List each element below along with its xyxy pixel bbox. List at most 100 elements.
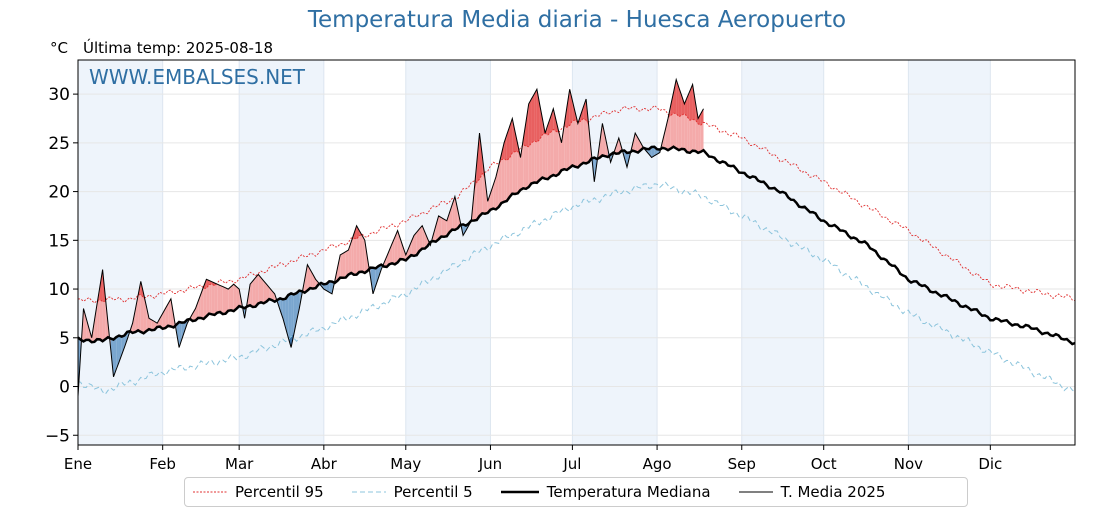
above-p95 <box>673 79 677 114</box>
warm-anomaly <box>495 165 499 210</box>
warm-anomaly <box>230 284 234 312</box>
warm-anomaly <box>222 286 226 315</box>
ytick-label: 5 <box>59 329 70 349</box>
warm-anomaly <box>151 319 155 331</box>
ytick-label: 0 <box>59 378 70 398</box>
current-2025-line <box>77 77 704 397</box>
warm-anomaly <box>170 298 174 328</box>
warm-anomaly <box>304 264 308 293</box>
p95-swatch <box>193 491 227 493</box>
legend-item-current: T. Media 2025 <box>738 483 886 501</box>
xtick-label-Feb: Feb <box>149 455 176 473</box>
legend-current-label: T. Media 2025 <box>780 483 886 501</box>
xtick-label-Jun: Jun <box>478 455 502 473</box>
warm-anomaly <box>236 286 240 309</box>
warm-anomaly <box>211 281 215 315</box>
cold-anomaly <box>651 146 655 158</box>
xtick-label-Ago: Ago <box>643 455 672 473</box>
month-band-Ene <box>78 60 163 445</box>
ytick-label: 10 <box>48 280 70 300</box>
xtick-label-Sep: Sep <box>728 455 756 473</box>
warm-anomaly <box>252 277 256 308</box>
cold-anomaly <box>296 290 300 322</box>
cold-anomaly <box>291 293 294 348</box>
warm-anomaly <box>446 212 450 237</box>
p5-swatch <box>351 491 386 493</box>
warm-anomaly <box>413 232 417 256</box>
warm-anomaly <box>200 286 204 319</box>
xtick-label-Jul: Jul <box>562 455 581 473</box>
above-p95 <box>509 118 513 158</box>
cold-anomaly <box>116 335 119 370</box>
median-line <box>77 145 1076 346</box>
warm-anomaly <box>250 280 253 308</box>
xtick-label-Dic: Dic <box>978 455 1002 473</box>
warm-anomaly <box>146 305 150 332</box>
warm-anomaly <box>520 139 524 190</box>
warm-anomaly <box>435 215 439 242</box>
axes: −5 0 5 10 15 20 25 30 Ene Feb Mar Abr May Jun Jul Ago Se… <box>45 59 1076 473</box>
warm-anomaly <box>86 318 89 340</box>
xtick-label-May: May <box>390 455 421 473</box>
y-unit-label: °C <box>50 39 68 57</box>
xtick-label-Nov: Nov <box>894 455 923 473</box>
warm-anomaly <box>438 215 442 240</box>
warm-anomaly <box>233 284 237 312</box>
warm-anomaly <box>665 118 669 151</box>
cold-anomaly <box>329 281 333 294</box>
warm-anomaly <box>165 303 169 329</box>
warm-anomaly <box>255 274 259 307</box>
chart-title: Temperatura Media diaria - Huesca Aeropu… <box>307 7 847 33</box>
warm-anomaly <box>203 279 207 319</box>
warm-anomaly <box>359 230 363 273</box>
warm-anomaly <box>225 287 229 314</box>
warm-anomaly <box>493 176 496 210</box>
ytick-label: −5 <box>45 426 70 446</box>
above-p95 <box>689 84 693 121</box>
warm-anomaly <box>577 115 581 168</box>
above-p95 <box>99 269 103 302</box>
warm-anomaly <box>192 308 196 321</box>
above-p95 <box>547 116 551 135</box>
warm-anomaly <box>168 298 171 327</box>
above-p95 <box>553 108 557 132</box>
above-p95 <box>206 279 210 289</box>
warm-anomaly <box>261 277 264 304</box>
legend: Percentil 95 Percentil 5 Temperatura Med… <box>184 477 968 507</box>
cold-anomaly <box>375 265 379 286</box>
above-p95 <box>681 95 685 116</box>
warm-anomaly <box>575 111 578 168</box>
plot-frame <box>77 59 1076 446</box>
warm-anomaly <box>397 230 401 263</box>
cold-anomaly <box>121 335 125 355</box>
warm-anomaly <box>599 123 603 158</box>
above-p95 <box>525 103 529 147</box>
warm-anomaly <box>616 137 619 154</box>
above-p95 <box>550 108 554 133</box>
above-p95 <box>531 94 535 144</box>
month-band-Nov <box>908 60 991 445</box>
warm-anomaly <box>348 241 352 275</box>
warm-anomaly <box>408 241 412 258</box>
warm-anomaly <box>351 233 354 275</box>
watermark: WWW.EMBALSES.NET <box>89 65 306 89</box>
warm-anomaly <box>195 301 199 321</box>
warm-anomaly <box>386 250 390 267</box>
warm-anomaly <box>602 123 606 157</box>
median-swatch <box>500 490 539 494</box>
xtick-label-Abr: Abr <box>311 455 338 473</box>
series-lines <box>77 77 1076 397</box>
xtick-label-Ene: Ene <box>64 455 92 473</box>
xtick-label-Oct: Oct <box>811 455 837 473</box>
cold-anomaly <box>280 298 283 319</box>
cold-anomaly <box>113 337 117 377</box>
xtick-label-Mar: Mar <box>225 455 254 473</box>
month-band-Mar <box>239 60 324 445</box>
legend-median-label: Temperatura Mediana <box>546 483 711 501</box>
warm-anomaly <box>392 237 395 265</box>
warm-anomaly <box>342 251 346 278</box>
above-p95 <box>698 113 701 126</box>
above-p95 <box>534 89 537 143</box>
above-p95 <box>506 126 510 161</box>
above-p95 <box>583 98 587 121</box>
